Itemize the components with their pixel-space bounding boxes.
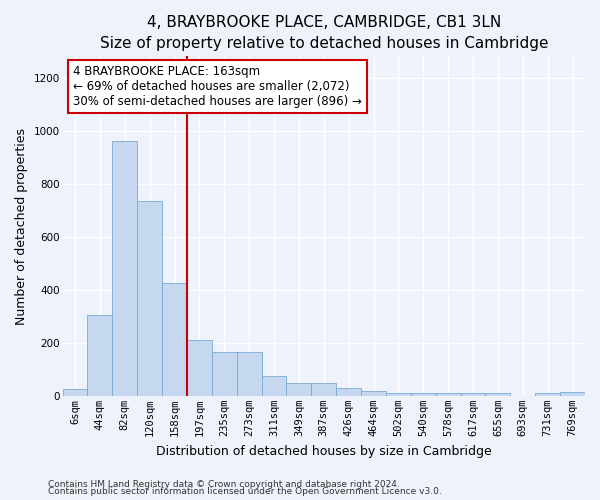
- Bar: [461, 393, 485, 396]
- Bar: [361, 391, 386, 396]
- Bar: [88, 315, 112, 396]
- Bar: [336, 388, 361, 396]
- Bar: [62, 390, 88, 396]
- Bar: [386, 393, 411, 396]
- Y-axis label: Number of detached properties: Number of detached properties: [15, 128, 28, 324]
- Text: 4 BRAYBROOKE PLACE: 163sqm
← 69% of detached houses are smaller (2,072)
30% of s: 4 BRAYBROOKE PLACE: 163sqm ← 69% of deta…: [73, 65, 362, 108]
- Bar: [262, 376, 286, 396]
- Bar: [187, 340, 212, 396]
- Text: Contains public sector information licensed under the Open Government Licence v3: Contains public sector information licen…: [48, 487, 442, 496]
- Bar: [112, 141, 137, 396]
- Bar: [311, 383, 336, 396]
- Title: 4, BRAYBROOKE PLACE, CAMBRIDGE, CB1 3LN
Size of property relative to detached ho: 4, BRAYBROOKE PLACE, CAMBRIDGE, CB1 3LN …: [100, 15, 548, 51]
- Bar: [411, 393, 436, 396]
- Bar: [535, 393, 560, 396]
- Bar: [162, 283, 187, 396]
- Bar: [286, 383, 311, 396]
- X-axis label: Distribution of detached houses by size in Cambridge: Distribution of detached houses by size …: [156, 444, 491, 458]
- Bar: [237, 352, 262, 396]
- Bar: [560, 392, 585, 396]
- Bar: [212, 352, 237, 396]
- Bar: [485, 393, 511, 396]
- Bar: [137, 201, 162, 396]
- Text: Contains HM Land Registry data © Crown copyright and database right 2024.: Contains HM Land Registry data © Crown c…: [48, 480, 400, 489]
- Bar: [436, 393, 461, 396]
